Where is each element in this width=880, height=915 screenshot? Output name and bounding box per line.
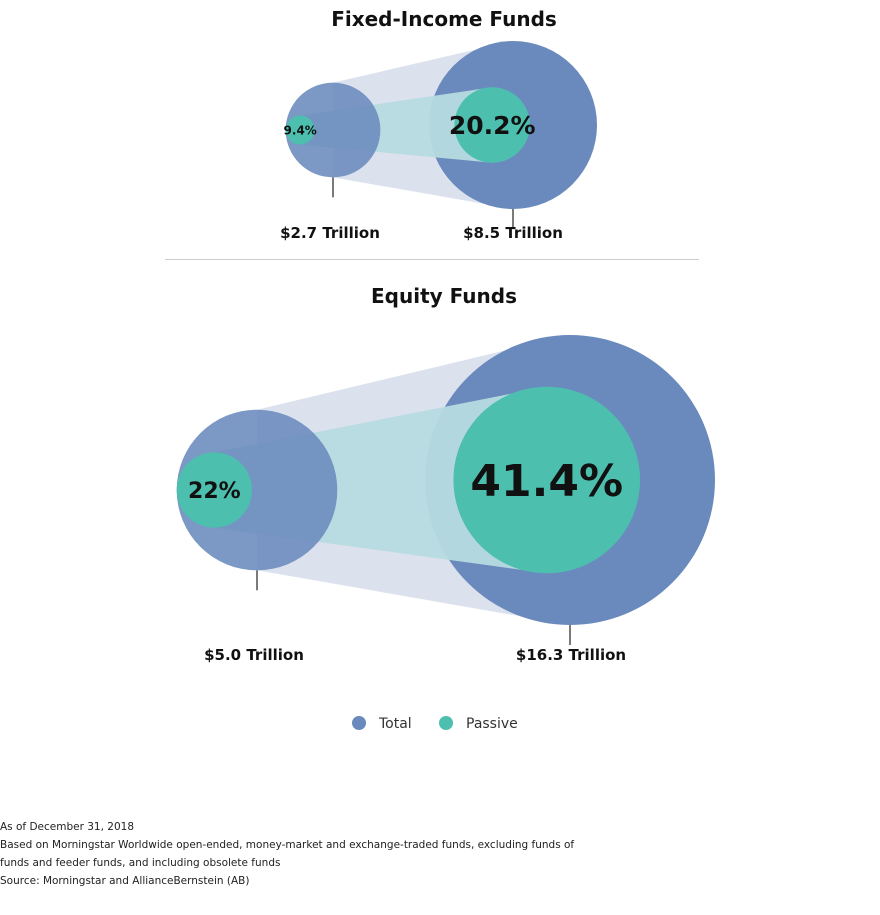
total-bubble-small [176, 409, 338, 571]
passive-share-label: 20.2% [449, 111, 536, 140]
passive-bubble-large [453, 386, 641, 574]
total-amount-label: $5.0 Trillion [204, 646, 304, 664]
total-amount-label: $16.3 Trillion [516, 646, 626, 664]
total-bubble-small [285, 82, 381, 178]
passive-share-label: 9.4% [284, 123, 317, 137]
footnotes: As of December 31, 2018 Based on Morning… [0, 818, 575, 890]
footnote-basis-2: funds and feeder funds, and including ob… [0, 857, 281, 869]
passive-share-label: 22% [188, 479, 241, 504]
passive-share-label: 41.4% [470, 456, 623, 507]
equity-title: Equity Funds [371, 284, 517, 308]
legend-total-label: Total [378, 716, 412, 732]
passive-bubble-small [285, 115, 315, 145]
legend: Total Passive [352, 716, 518, 732]
fixed-income-title: Fixed-Income Funds [331, 7, 557, 31]
passive-bubble-large [454, 87, 530, 163]
total-amount-label: $2.7 Trillion [280, 224, 380, 242]
footnote-basis-1: Based on Morningstar Worldwide open-ende… [0, 839, 575, 851]
legend-total-swatch [352, 716, 366, 730]
legend-passive-label: Passive [466, 716, 518, 732]
equity-panel: $5.0 Trillion 22% $16.3 Trillion 41.4% [176, 335, 715, 664]
passive-bubble-small [176, 452, 253, 528]
footnote-date: As of December 31, 2018 [0, 821, 134, 833]
fixed-income-panel: $2.7 Trillion 9.4% $8.5 Trillion 20.2% [280, 41, 597, 242]
total-amount-label: $8.5 Trillion [463, 224, 563, 242]
legend-passive-swatch [439, 716, 453, 730]
footnote-source: Source: Morningstar and AllianceBernstei… [0, 875, 250, 887]
